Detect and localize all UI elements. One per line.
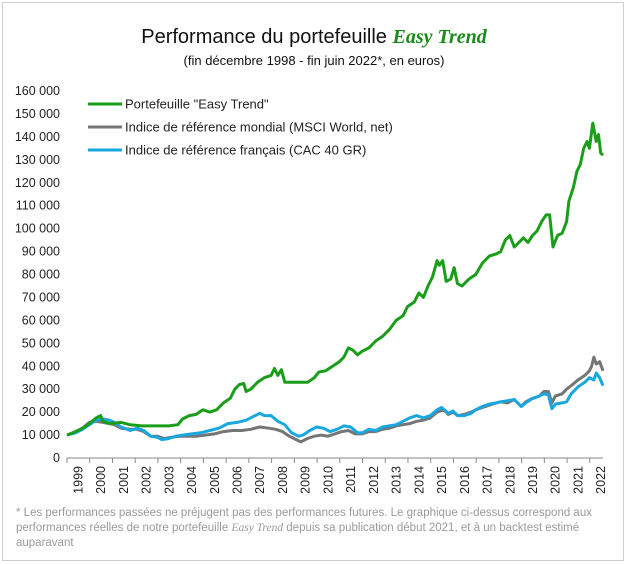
y-tick-label: 80 000 <box>22 268 60 282</box>
x-tick-label: 2010 <box>321 466 335 494</box>
x-tick-label: 2006 <box>230 466 244 494</box>
x-tick-label: 2022 <box>594 466 608 494</box>
y-tick-label: 10 000 <box>22 428 60 442</box>
legend-label-2: Indice de référence français (CAC 40 GR) <box>125 143 366 158</box>
footnote-brand: Easy Trend <box>231 522 284 534</box>
series-line-0 <box>66 121 605 437</box>
x-tick-label: 2015 <box>435 466 449 494</box>
y-tick-label: 140 000 <box>15 130 60 144</box>
x-tick-label: 2007 <box>253 466 267 494</box>
x-tick-label: 2019 <box>526 466 540 494</box>
y-tick-label: 90 000 <box>22 245 60 259</box>
y-tick-label: 20 000 <box>22 405 60 419</box>
y-tick-label: 160 000 <box>15 84 60 98</box>
footnote: * Les performances passées ne préjugent … <box>16 506 616 551</box>
y-tick-label: 70 000 <box>22 290 60 304</box>
legend-label-0: Portefeuille "Easy Trend" <box>125 97 269 112</box>
x-tick-label: 1999 <box>71 466 85 494</box>
y-tick-label: 100 000 <box>15 222 60 236</box>
x-tick-label: 2000 <box>94 466 108 494</box>
series-line-2 <box>66 371 605 442</box>
x-tick-label: 2020 <box>549 466 563 494</box>
y-tick-label: 0 <box>53 451 60 465</box>
chart-title-prefix: Performance du portefeuille <box>141 26 393 48</box>
x-tick-label: 2009 <box>299 466 313 494</box>
x-tick-label: 2003 <box>162 466 176 494</box>
y-tick-label: 50 000 <box>22 336 60 350</box>
chart-frame <box>2 2 624 561</box>
footnote-text-1: * Les performances passées ne préjugent … <box>16 507 592 534</box>
x-tick-label: 2016 <box>458 466 472 494</box>
x-tick-label: 2014 <box>412 466 426 494</box>
x-tick-label: 2001 <box>117 466 131 494</box>
y-tick-label: 150 000 <box>15 107 60 121</box>
y-tick-label: 120 000 <box>15 176 60 190</box>
legend-label-1: Indice de référence mondial (MSCI World,… <box>125 120 393 135</box>
x-tick-label: 2011 <box>344 466 358 493</box>
x-tick-label: 2005 <box>208 466 222 494</box>
x-tick-label: 2018 <box>503 466 517 494</box>
y-tick-label: 110 000 <box>16 199 60 213</box>
y-tick-label: 40 000 <box>22 359 60 373</box>
x-tick-label: 2012 <box>367 466 381 494</box>
x-tick-label: 2004 <box>185 466 199 494</box>
x-tick-label: 2013 <box>390 466 404 494</box>
x-tick-label: 2017 <box>481 466 495 494</box>
chart-title: Performance du portefeuille Easy Trend <box>0 26 628 49</box>
y-tick-label: 130 000 <box>15 153 60 167</box>
footnote-text-2: depuis sa publication début 2021, et à u… <box>16 522 580 549</box>
x-tick-label: 2021 <box>571 466 585 494</box>
x-tick-label: 2002 <box>140 466 154 494</box>
chart-title-brand: Easy Trend <box>392 26 487 48</box>
chart-subtitle: (fin décembre 1998 - fin juin 2022*, en … <box>183 53 445 68</box>
y-tick-label: 60 000 <box>22 313 60 327</box>
y-tick-label: 30 000 <box>22 382 60 396</box>
x-tick-label: 2008 <box>276 466 290 494</box>
